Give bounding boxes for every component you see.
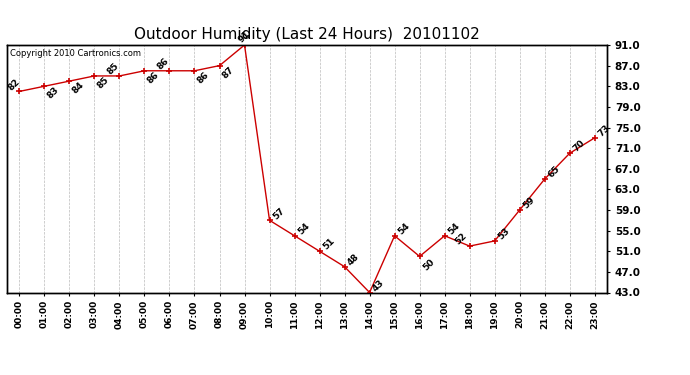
Text: 86: 86 [155,56,171,71]
Text: 87: 87 [221,65,236,80]
Text: 51: 51 [321,237,336,252]
Text: 59: 59 [521,195,536,211]
Text: 54: 54 [296,221,311,236]
Text: 82: 82 [7,77,22,92]
Title: Outdoor Humidity (Last 24 Hours)  20101102: Outdoor Humidity (Last 24 Hours) 2010110… [134,27,480,42]
Text: 52: 52 [453,231,469,247]
Text: 86: 86 [146,70,161,85]
Text: 48: 48 [346,252,362,267]
Text: 57: 57 [271,206,286,221]
Text: 70: 70 [571,139,586,154]
Text: 86: 86 [196,70,211,85]
Text: 65: 65 [546,165,561,180]
Text: 84: 84 [71,80,86,96]
Text: 53: 53 [496,226,511,242]
Text: 85: 85 [96,75,111,90]
Text: 50: 50 [421,257,436,272]
Text: 73: 73 [596,123,611,138]
Text: 54: 54 [396,221,411,236]
Text: 83: 83 [46,86,61,101]
Text: 43: 43 [371,278,386,293]
Text: 85: 85 [106,62,121,76]
Text: 54: 54 [446,221,462,236]
Text: 91: 91 [236,29,251,44]
Text: Copyright 2010 Cartronics.com: Copyright 2010 Cartronics.com [10,49,141,58]
